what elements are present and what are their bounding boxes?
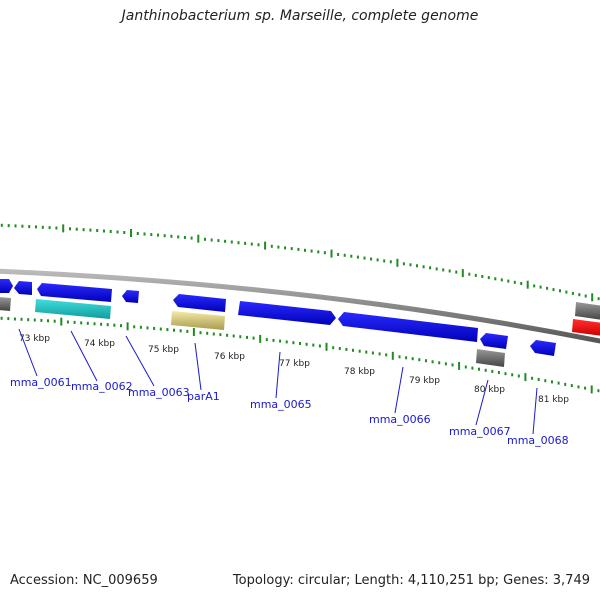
- leader-line-mma-0062: [70, 330, 98, 382]
- tick-label-74kbp: 74 kbp: [84, 339, 115, 349]
- leader-line-mma-0068: [532, 387, 538, 435]
- tick-label-81kbp: 81 kbp: [538, 395, 569, 405]
- leader-line-mma-0065: [275, 351, 281, 399]
- pseudo-feature-right-edge[interactable]: [575, 302, 600, 320]
- gene-feature-mma-0066[interactable]: [338, 312, 478, 342]
- gene-label-mma-0065[interactable]: mma_0065: [250, 398, 312, 411]
- pseudo-feature-mma-0067[interactable]: [476, 349, 505, 367]
- gene-label-leaders: [18, 328, 538, 435]
- leader-line-para1: [194, 342, 202, 391]
- tick-label-77kbp: 77 kbp: [279, 359, 310, 369]
- tick-label-78kbp: 78 kbp: [344, 367, 375, 377]
- tick-label-75kbp: 75 kbp: [148, 345, 179, 355]
- gene-label-mma-0067[interactable]: mma_0067: [449, 425, 511, 438]
- gene-feature-mma-0062[interactable]: [122, 290, 139, 303]
- pseudo-feature-left-edge[interactable]: [0, 297, 11, 311]
- gene-label-mma-0061[interactable]: mma_0061: [10, 376, 72, 389]
- partition-feature-para1[interactable]: [171, 311, 225, 330]
- gene-feature-mma-0065[interactable]: [238, 301, 336, 325]
- accession-text: Accession: NC_009659: [10, 573, 158, 588]
- leader-line-mma-0067: [475, 379, 489, 426]
- gene-feature-left-edge-a[interactable]: [0, 279, 13, 293]
- gene-label-mma-0062[interactable]: mma_0062: [71, 380, 133, 393]
- tick-label-79kbp: 79 kbp: [409, 376, 440, 386]
- gene-label-para1[interactable]: parA1: [187, 390, 220, 403]
- gene-feature-mma-0067[interactable]: [480, 333, 508, 349]
- highlight-feature-right-edge[interactable]: [572, 319, 600, 336]
- gene-label-mma-0066[interactable]: mma_0066: [369, 413, 431, 426]
- inner-tick-ring: [0, 316, 600, 394]
- gene-feature-mma-0063[interactable]: [173, 294, 226, 312]
- genome-backbone: [0, 268, 600, 344]
- tick-label-76kbp: 76 kbp: [214, 352, 245, 362]
- gene-label-mma-0068[interactable]: mma_0068: [507, 434, 569, 447]
- leader-line-mma-0061: [18, 328, 38, 377]
- rna-feature-mma-0062[interactable]: [35, 299, 111, 319]
- gene-label-mma-0063[interactable]: mma_0063: [128, 386, 190, 399]
- genome-summary-text: Topology: circular; Length: 4,110,251 bp…: [232, 573, 590, 588]
- gene-feature-mma-0061[interactable]: [37, 283, 112, 302]
- gene-feature-mma-0068[interactable]: [530, 340, 556, 356]
- leader-line-mma-0066: [394, 366, 404, 414]
- tick-label-80kbp: 80 kbp: [474, 385, 505, 395]
- map-title: Janthinobacterium sp. Marseille, complet…: [121, 8, 479, 24]
- gene-feature-left-edge-b[interactable]: [14, 281, 32, 295]
- outer-tick-ring: [0, 223, 600, 302]
- leader-line-mma-0063: [125, 335, 155, 387]
- tick-label-73kbp: 73 kbp: [19, 334, 50, 344]
